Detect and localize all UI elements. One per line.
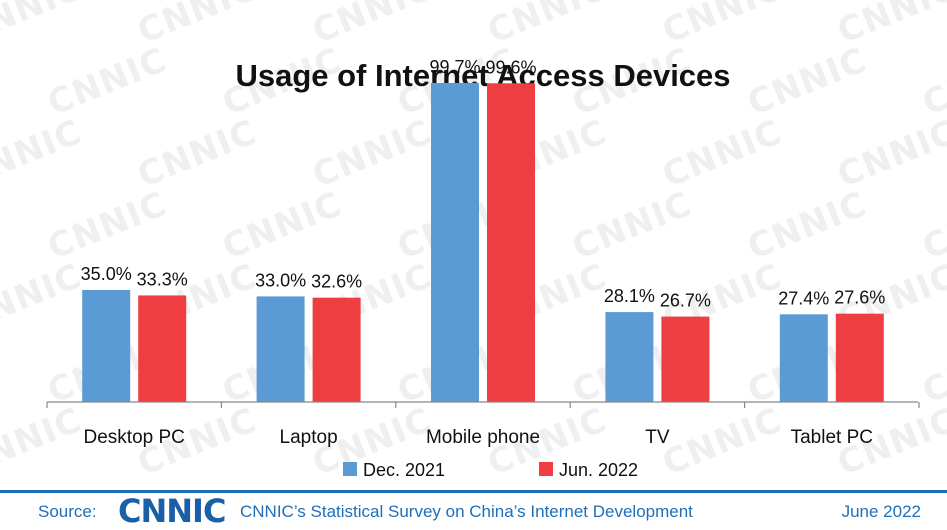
x-axis-ticks	[46, 402, 920, 408]
survey-title: CNNIC’s Statistical Survey on China’s In…	[240, 502, 693, 521]
bar	[661, 316, 710, 402]
legend: Dec. 2021 Jun. 2022	[343, 460, 638, 480]
bar	[835, 313, 884, 402]
data-label: 26.7%	[660, 291, 711, 311]
bar	[487, 83, 535, 402]
category-label: Laptop	[280, 427, 338, 448]
bar	[779, 314, 828, 402]
bar	[82, 290, 131, 402]
bar	[312, 297, 361, 402]
category-label: Mobile phone	[426, 427, 540, 448]
category-label: TV	[645, 427, 670, 448]
category-labels: Desktop PC Laptop Mobile phone TV Tablet PC	[84, 427, 873, 448]
legend-swatch	[539, 462, 553, 476]
category-label: Tablet PC	[791, 427, 873, 448]
category-label: Desktop PC	[84, 427, 185, 448]
bar	[431, 82, 479, 403]
data-label: 99.7%	[429, 57, 480, 77]
data-label: 99.6%	[485, 57, 536, 77]
legend-label: Jun. 2022	[559, 460, 638, 480]
data-label: 33.0%	[255, 270, 306, 290]
data-label: 27.4%	[778, 288, 829, 308]
data-label: 28.1%	[604, 286, 655, 306]
bars-group: 35.0% 33.3% 33.0% 32.6% 99.7% 99.6% 28.1% 26.7%…	[81, 57, 885, 403]
data-label: 33.3%	[137, 269, 188, 289]
bar	[256, 296, 305, 402]
data-label: 27.6%	[834, 288, 885, 308]
cnnic-logo: CNNIC	[118, 492, 226, 530]
legend-swatch	[343, 462, 357, 476]
chart-title: Usage of Internet Access Devices	[235, 58, 730, 93]
report-date: June 2022	[841, 502, 921, 521]
footer: Source: CNNIC CNNIC’s Statistical Survey…	[0, 492, 947, 530]
data-label: 35.0%	[81, 264, 132, 284]
bar	[138, 295, 187, 402]
bar	[605, 312, 654, 402]
legend-label: Dec. 2021	[363, 460, 445, 480]
footer-divider	[0, 490, 947, 493]
source-label: Source:	[38, 502, 97, 521]
data-label: 32.6%	[311, 272, 362, 292]
